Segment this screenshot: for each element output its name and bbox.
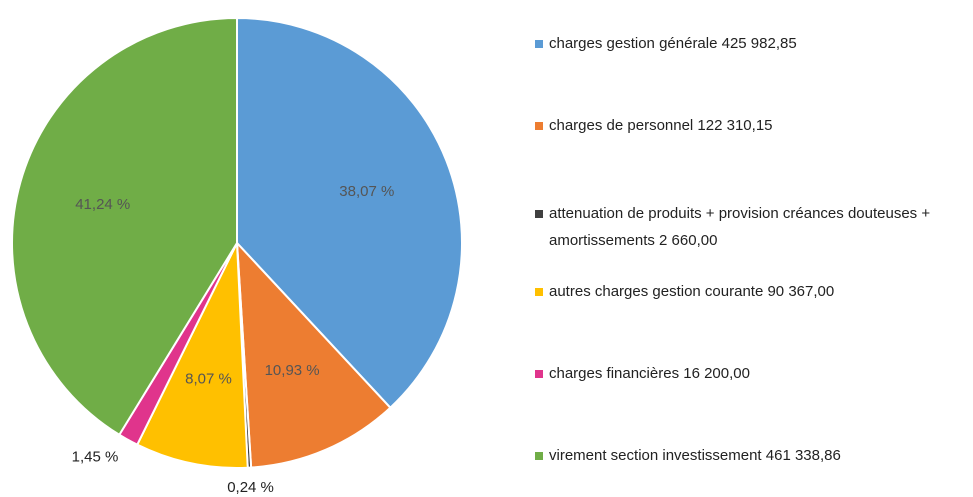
legend-swatch bbox=[535, 370, 543, 378]
legend-label: charges de personnel 122 310,15 bbox=[549, 117, 773, 134]
pie-slice bbox=[11, 16, 238, 437]
pie-slice bbox=[236, 16, 463, 410]
legend-entry: charges de personnel 122 310,15 bbox=[535, 112, 970, 139]
legend-swatch bbox=[535, 452, 543, 460]
legend-label: attenuation de produits + provision créa… bbox=[549, 205, 931, 249]
legend-entry: attenuation de produits + provision créa… bbox=[535, 200, 970, 254]
legend-entry: charges gestion générale 425 982,85 bbox=[535, 30, 970, 57]
legend-entry: charges financières 16 200,00 bbox=[535, 360, 970, 387]
slice-label: 8,07 % bbox=[185, 371, 232, 388]
legend-swatch bbox=[535, 288, 543, 296]
slice-label: 1,45 % bbox=[72, 449, 119, 466]
pie-slice bbox=[135, 239, 249, 469]
legend-swatch bbox=[535, 210, 543, 218]
legend-entry: virement section investissement 461 338,… bbox=[535, 442, 970, 469]
legend-label: virement section investissement 461 338,… bbox=[549, 447, 841, 464]
legend-entry: autres charges gestion courante 90 367,0… bbox=[535, 278, 970, 305]
legend-swatch bbox=[535, 122, 543, 130]
pie-slice bbox=[235, 240, 392, 469]
slice-label: 41,24 % bbox=[75, 196, 130, 213]
slice-label: 10,93 % bbox=[265, 362, 320, 379]
slice-label: 38,07 % bbox=[339, 183, 394, 200]
legend-label: charges gestion générale 425 982,85 bbox=[549, 35, 797, 52]
legend-swatch bbox=[535, 40, 543, 48]
legend-label: charges financières 16 200,00 bbox=[549, 365, 750, 382]
slice-label: 0,24 % bbox=[227, 479, 274, 496]
legend-label: autres charges gestion courante 90 367,0… bbox=[549, 283, 835, 300]
